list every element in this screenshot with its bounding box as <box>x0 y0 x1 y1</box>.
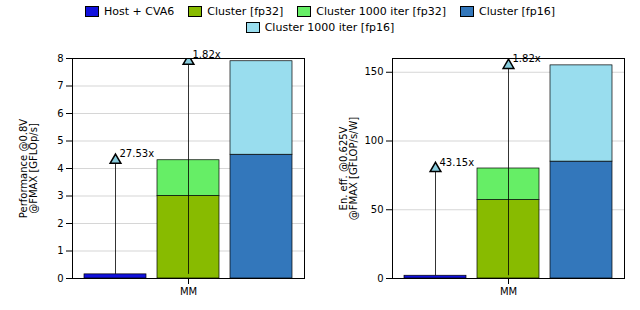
html-text:Cluster 1000 iter [fp32]: Cluster 1000 iter [fp32] <box>316 5 446 18</box>
svg-text:2: 2 <box>57 218 63 229</box>
html-text:Cluster [fp16]: Cluster [fp16] <box>479 5 555 18</box>
svg-text:En. eff. @0.625V@FMAX [GFLOP/s: En. eff. @0.625V@FMAX [GFLOP/s/W] <box>338 117 359 221</box>
svg-text:4: 4 <box>57 163 63 174</box>
svg-text:MM: MM <box>180 286 197 297</box>
svg-text:6: 6 <box>57 108 63 119</box>
svg-text:43.15x: 43.15x <box>440 157 475 168</box>
svg-text:150: 150 <box>364 66 383 77</box>
svg-text:27.53x: 27.53x <box>120 148 155 159</box>
svg-text:5: 5 <box>57 135 63 146</box>
html-text:Cluster [fp32]: Cluster [fp32] <box>207 5 284 18</box>
svg-text:1.82x: 1.82x <box>512 53 541 65</box>
svg-text:100: 100 <box>364 135 383 146</box>
svg-text:0: 0 <box>57 273 63 284</box>
svg-text:1: 1 <box>57 245 63 256</box>
svg-text:8: 8 <box>57 53 63 64</box>
svg-text:50: 50 <box>371 204 384 215</box>
svg-text:MM: MM <box>500 286 517 297</box>
svg-text:7: 7 <box>57 80 63 91</box>
svg-text:3: 3 <box>57 190 63 201</box>
svg-text:Performance @0.8V@FMAX [GFLOp/: Performance @0.8V@FMAX [GFLOp/s] <box>18 119 39 218</box>
svg-text:0: 0 <box>377 273 383 284</box>
svg-text:1.82x: 1.82x <box>192 49 221 61</box>
html-text:Host + CVA6: Host + CVA6 <box>104 5 175 18</box>
html-text:Cluster 1000 iter [fp16]: Cluster 1000 iter [fp16] <box>264 21 395 34</box>
